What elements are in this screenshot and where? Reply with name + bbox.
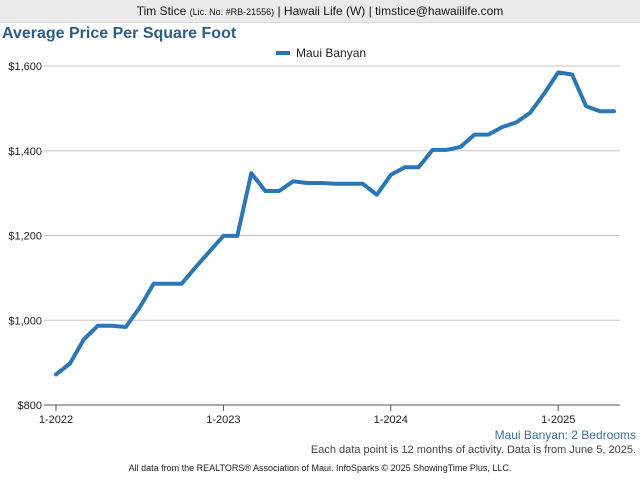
office-name: | Hawaii Life (W) |: [277, 4, 372, 18]
y-tick-label: $1,600: [8, 61, 42, 73]
y-tick-label: $1,000: [8, 315, 42, 327]
agent-email[interactable]: timstice@hawaiilife.com: [375, 4, 504, 18]
chart-title: Average Price Per Square Foot: [2, 25, 237, 42]
data-note: Each data point is 12 months of activity…: [310, 444, 636, 456]
credits: All data from the REALTORS® Association …: [128, 463, 512, 473]
y-tick-label: $800: [18, 400, 42, 412]
agent-name: Tim Stice: [136, 4, 187, 18]
x-tick-label: 1-2025: [541, 414, 575, 426]
header-bar: Tim Stice (Lic. No. #RB-21556) | Hawaii …: [0, 0, 640, 23]
x-tick-label: 1-2022: [39, 414, 73, 426]
legend-label: Maui Banyan: [296, 46, 366, 60]
series-caption: Maui Banyan: 2 Bedrooms: [495, 428, 636, 442]
license-number: (Lic. No. #RB-21556): [189, 7, 275, 17]
y-tick-label: $1,200: [8, 231, 42, 243]
x-tick-label: 1-2024: [374, 414, 408, 426]
y-tick-label: $1,400: [8, 146, 42, 158]
series-line: [54, 70, 616, 377]
x-tick-label: 1-2023: [206, 414, 240, 426]
